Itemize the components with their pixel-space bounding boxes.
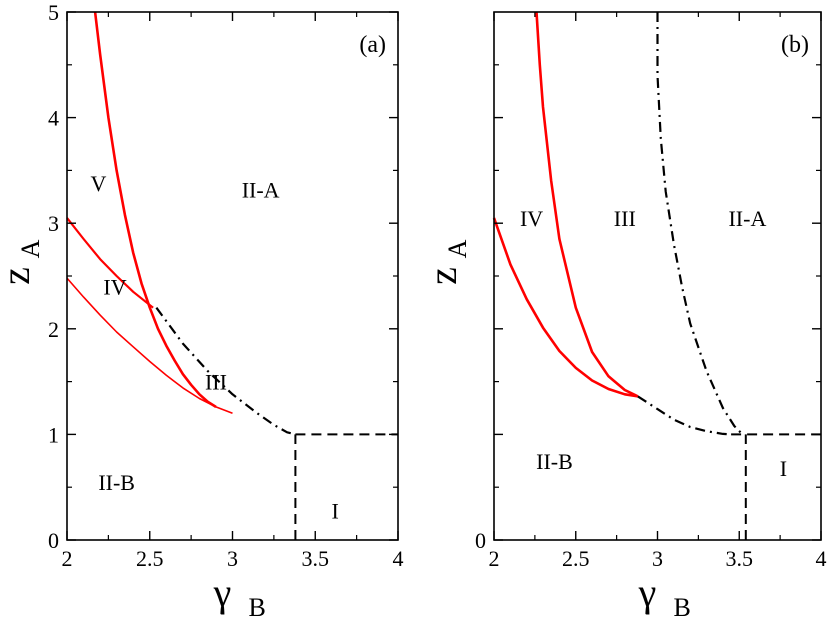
region-label: I <box>331 498 338 523</box>
region-label: II-A <box>728 206 766 231</box>
x-tick-label: 2.5 <box>562 546 590 571</box>
region-label: I <box>780 456 787 481</box>
region-label: V <box>90 171 106 196</box>
series-line-4 <box>155 307 296 436</box>
region-label: III <box>205 370 227 395</box>
y-tick-label: 3 <box>48 211 59 236</box>
y-tick-label: 1 <box>48 422 59 447</box>
region-label: IV <box>103 275 126 300</box>
x-axis-label-subscript: B <box>674 593 691 622</box>
series-line-3 <box>656 12 744 436</box>
y-axis-label-main: z <box>420 267 465 285</box>
y-axis-label-main: z <box>0 267 38 285</box>
panel-b: 2 2.5 3 3.5 4 0 γ BzA (b) IV III II-A II-B I <box>420 11 827 622</box>
y-axis-label: zA <box>0 239 45 284</box>
y-tick-label: 2 <box>48 317 59 342</box>
series-line-3 <box>66 277 233 415</box>
y-axis-label-subscript: A <box>16 239 45 258</box>
x-tick-label: 3.5 <box>726 546 754 571</box>
y-tick-label: 0 <box>48 528 59 553</box>
x-tick-label: 3 <box>227 546 238 571</box>
x-axis-label: γ <box>638 570 657 615</box>
series-line-1 <box>93 11 217 408</box>
y-tick-label: 4 <box>48 106 59 131</box>
x-tick-label: 4 <box>816 546 827 571</box>
series-line-2 <box>492 217 639 398</box>
region-label: II-B <box>98 470 135 495</box>
x-tick-label: 2.5 <box>136 546 164 571</box>
series-line-2 <box>66 217 154 309</box>
y-tick-label: 5 <box>48 0 59 25</box>
region-label: II-A <box>242 177 280 202</box>
region-label: III <box>614 206 636 231</box>
x-tick-label: 4 <box>393 546 404 571</box>
y-axis-label: zA <box>420 239 472 284</box>
y-axis-label-subscript: A <box>443 239 472 258</box>
panel-label: (a) <box>359 32 386 58</box>
x-axis-label-subscript: B <box>249 593 266 622</box>
x-axis-label: γ <box>213 570 232 615</box>
x-tick-label: 2 <box>489 546 500 571</box>
series-line-1 <box>535 11 639 398</box>
x-tick-label: 3 <box>652 546 663 571</box>
y-tick-label: 0 <box>475 528 486 553</box>
x-tick-label: 2 <box>62 546 73 571</box>
region-label: IV <box>520 206 543 231</box>
panel-label: (b) <box>781 32 809 58</box>
region-label: II-B <box>536 449 573 474</box>
series-line-4 <box>637 395 732 436</box>
x-tick-label: 3.5 <box>302 546 330 571</box>
